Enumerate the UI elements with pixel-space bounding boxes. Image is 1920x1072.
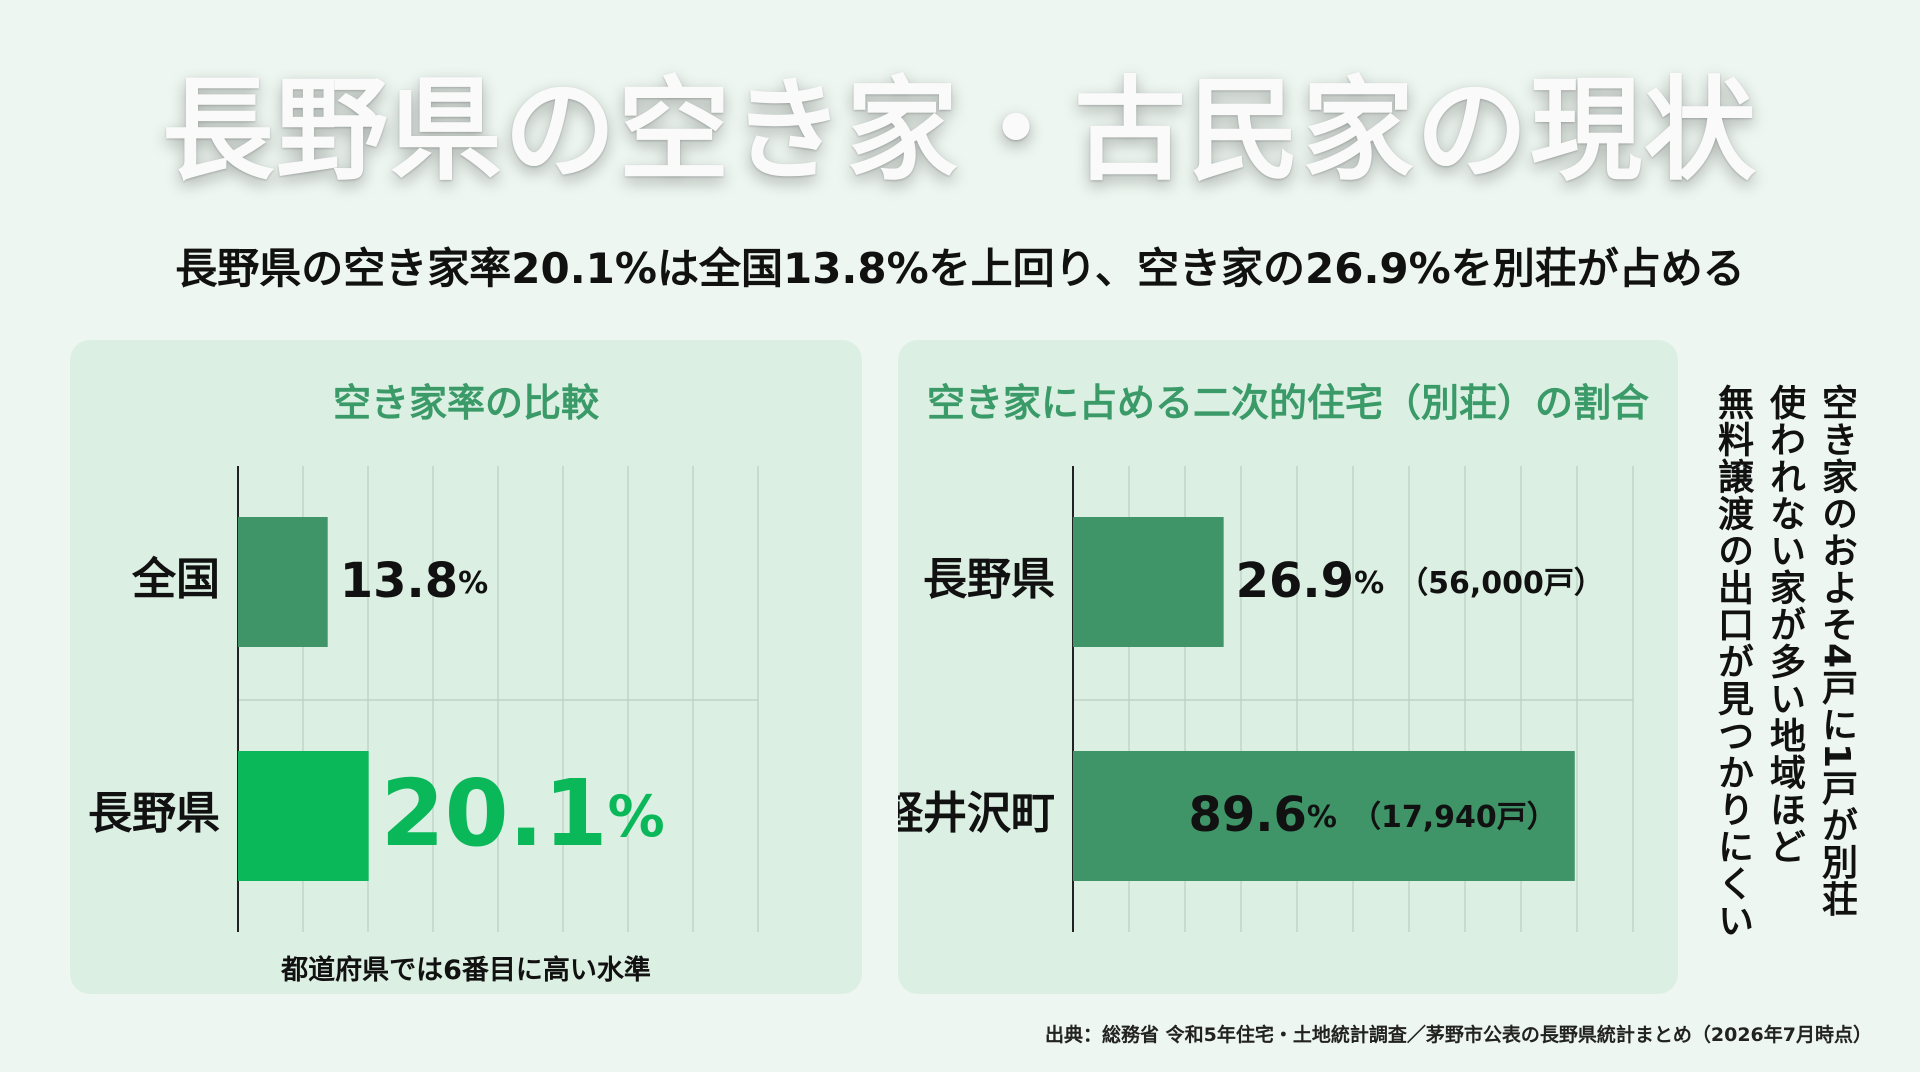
value-label: 89.6% （17,940戸） [1188,787,1556,843]
second-home-panel: 空き家に占める二次的住宅（別荘）の割合 長野県 26.9% （56,000戸） 軽井沢… [898,340,1678,994]
vacancy-rate-panel: 空き家率の比較 全国 13.8% 長野県 20.1% 都道府県では6番目に高い水準 [70,340,862,994]
bar [238,751,369,881]
bar [1073,751,1575,881]
bar [1073,517,1224,647]
prefecture-rank-note: 都道府県では6番目に高い水準 [281,955,651,986]
bar [238,517,328,647]
category-label: 長野県 [88,788,220,839]
side-note-line: 空き家のおよそ4戸に1戸が別荘 [1816,384,1857,918]
vacancy-rate-chart-title: 空き家率の比較 [332,381,599,425]
value-number: 13.8 [340,553,458,609]
vacancy-rate-chart: 全国 13.8% 長野県 20.1% [88,466,759,932]
page-title: 長野県の空き家・古民家の現状 [162,66,1758,196]
value-label: 13.8% [340,553,489,609]
count-label: （56,000戸） [1398,566,1604,601]
value-label: 20.1% [381,760,665,867]
side-note-line: 使われない家が多い地域ほど [1764,384,1805,865]
count-label: （17,940戸） [1351,800,1557,835]
value-number: 26.9 [1236,553,1354,609]
value-number: 89.6 [1188,787,1306,843]
value-label: 26.9% （56,000戸） [1236,553,1604,609]
second-home-chart: 長野県 26.9% （56,000戸） 軽井沢町 89.6% （17,940戸） [898,466,1634,932]
value-unit: % [458,566,488,601]
value-number: 20.1 [381,760,608,867]
side-note-line: 無料譲渡の出口が見つかりにくい [1712,384,1753,939]
category-label: 長野県 [923,554,1055,605]
page-subtitle: 長野県の空き家率20.1%は全国13.8%を上回り、空き家の26.9%を別荘が占… [175,244,1745,293]
value-unit: % [1354,566,1384,601]
second-home-chart-title: 空き家に占める二次的住宅（別荘）の割合 [926,381,1649,425]
value-unit: % [608,784,665,850]
source-citation: 出典：総務省 令和5年住宅・土地統計調査／茅野市公表の長野県統計まとめ（2026… [1045,1024,1872,1046]
side-note: 空き家のおよそ4戸に1戸が別荘 使われない家が多い地域ほど 無料譲渡の出口が見つ… [1706,384,1862,944]
category-label: 軽井沢町 [898,788,1055,839]
value-unit: % [1307,800,1337,835]
category-label: 全国 [131,554,220,605]
